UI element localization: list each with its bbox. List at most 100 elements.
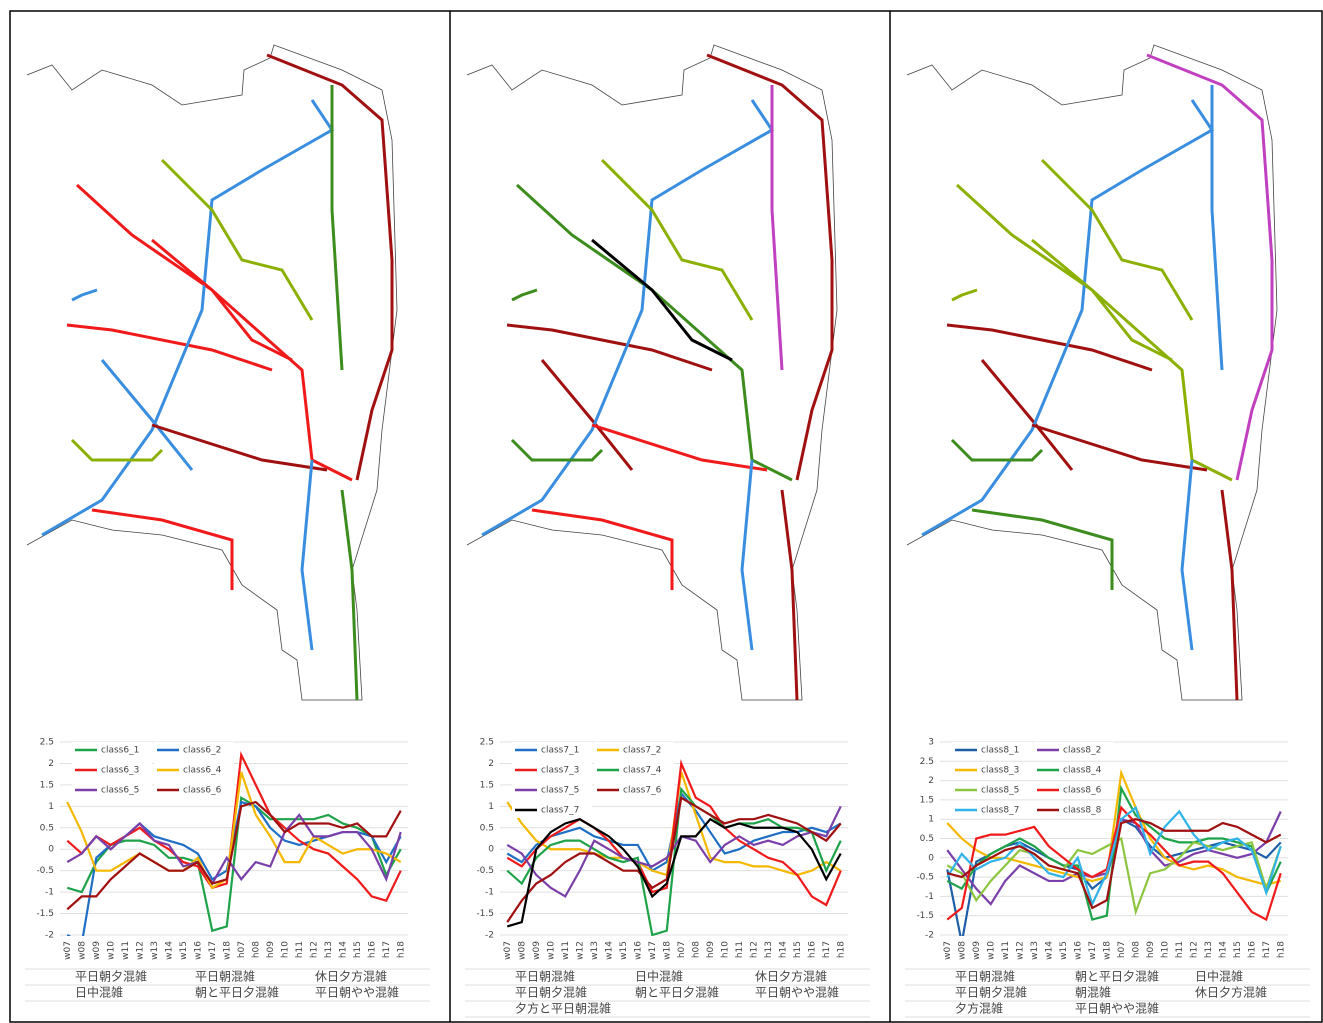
legend-label: class7_4	[623, 766, 662, 776]
legend-bg	[512, 782, 592, 798]
annotation: 平日朝混雑	[515, 969, 575, 984]
x-tick-label: w16	[193, 941, 203, 960]
route	[531, 508, 674, 590]
x-tick-label: w13	[150, 941, 160, 960]
x-tick-label: w12	[1015, 941, 1025, 960]
y-tick-label: 1.5	[40, 780, 54, 790]
legend-label: class6_4	[183, 766, 222, 776]
x-tick-label: w17	[1088, 941, 1098, 960]
legend-bg	[72, 782, 152, 798]
route	[340, 489, 359, 701]
y-tick-label: 0	[928, 853, 934, 863]
legend-label: class7_3	[541, 766, 579, 776]
x-tick-label: h17	[382, 941, 392, 958]
route	[91, 508, 234, 590]
route	[770, 85, 784, 371]
legend-label: class8_4	[1063, 766, 1102, 776]
annotation: 平日朝混雑	[955, 969, 1015, 984]
series-line	[506, 759, 842, 907]
x-tick-label: w14	[1044, 941, 1054, 960]
legend-label: class8_7	[981, 806, 1019, 816]
route	[946, 323, 1153, 372]
legend-bg	[952, 762, 1032, 778]
x-tick-label: h17	[822, 941, 832, 958]
x-tick-label: h08	[1131, 941, 1141, 958]
route	[1146, 53, 1274, 481]
legend-label: class8_2	[1063, 746, 1101, 756]
y-tick-label: -2	[45, 931, 54, 941]
x-tick-label: w07	[503, 941, 513, 960]
annotation: 平日朝混雑	[195, 969, 255, 984]
annotation: 平日朝夕混雑	[955, 985, 1027, 1000]
x-tick-label: h15	[353, 941, 363, 958]
route	[921, 99, 1215, 537]
legend-label: class6_1	[101, 746, 139, 756]
legend-bg	[512, 762, 592, 778]
legend-label: class6_2	[183, 746, 221, 756]
y-tick-label: -1.5	[476, 909, 494, 919]
annotation: 夕方と平日朝混雑	[515, 1001, 611, 1016]
y-tick-label: 2	[48, 759, 54, 769]
x-tick-label: w15	[1059, 941, 1069, 960]
route	[600, 158, 754, 321]
y-tick-label: 0.5	[920, 834, 934, 844]
route	[41, 99, 335, 537]
annotation: 朝混雑	[1075, 985, 1111, 1000]
legend-bg	[1034, 762, 1114, 778]
route	[66, 323, 273, 372]
route	[591, 423, 768, 472]
route	[510, 438, 604, 462]
legend-label: class6_6	[183, 786, 222, 796]
x-tick-label: h08	[691, 941, 701, 958]
y-tick-label: -1	[925, 892, 934, 902]
route	[515, 183, 793, 482]
x-tick-label: h17	[1262, 941, 1272, 958]
route	[266, 53, 394, 481]
y-tick-label: 1	[928, 815, 934, 825]
y-tick-label: 0	[48, 845, 54, 855]
x-tick-label: w09	[92, 941, 102, 960]
route	[160, 158, 314, 321]
legend-bg	[594, 742, 674, 758]
x-tick-label: h12	[749, 941, 759, 958]
route	[506, 323, 713, 372]
series-line	[66, 813, 402, 886]
legend-bg	[512, 742, 592, 758]
series-line	[506, 796, 842, 923]
legend-label: class8_8	[1063, 806, 1102, 816]
x-tick-label: w18	[1102, 941, 1112, 960]
x-tick-label: h18	[1276, 941, 1286, 958]
x-tick-label: w14	[604, 941, 614, 960]
legend-bg	[512, 802, 592, 818]
x-tick-label: w12	[575, 941, 585, 960]
route	[481, 99, 775, 537]
legend-bg	[594, 762, 674, 778]
legend-bg	[154, 782, 234, 798]
legend-bg	[952, 742, 1032, 758]
annotation: 朝と平日夕混雑	[635, 985, 719, 1000]
x-tick-label: w09	[972, 941, 982, 960]
route	[980, 359, 1074, 471]
x-tick-label: h15	[1233, 941, 1243, 958]
route	[540, 359, 634, 471]
x-tick-label: h09	[706, 941, 716, 958]
x-tick-label: h08	[251, 941, 261, 958]
y-tick-label: 2	[928, 776, 934, 786]
x-tick-label: h09	[1146, 941, 1156, 958]
x-tick-label: h12	[309, 941, 319, 958]
route	[151, 423, 328, 472]
y-tick-label: 1	[48, 802, 54, 812]
legend-label: class6_5	[101, 786, 139, 796]
x-tick-label: w18	[222, 941, 232, 960]
route	[100, 359, 194, 471]
x-tick-label: w11	[561, 941, 571, 960]
y-tick-label: 0	[488, 845, 494, 855]
y-tick-label: -0.5	[916, 873, 934, 883]
x-tick-label: h15	[793, 941, 803, 958]
x-tick-label: h07	[237, 941, 247, 958]
route	[740, 459, 754, 651]
x-tick-label: h10	[1160, 941, 1170, 958]
route	[75, 183, 353, 482]
annotation: 平日朝夕混雑	[75, 969, 147, 984]
